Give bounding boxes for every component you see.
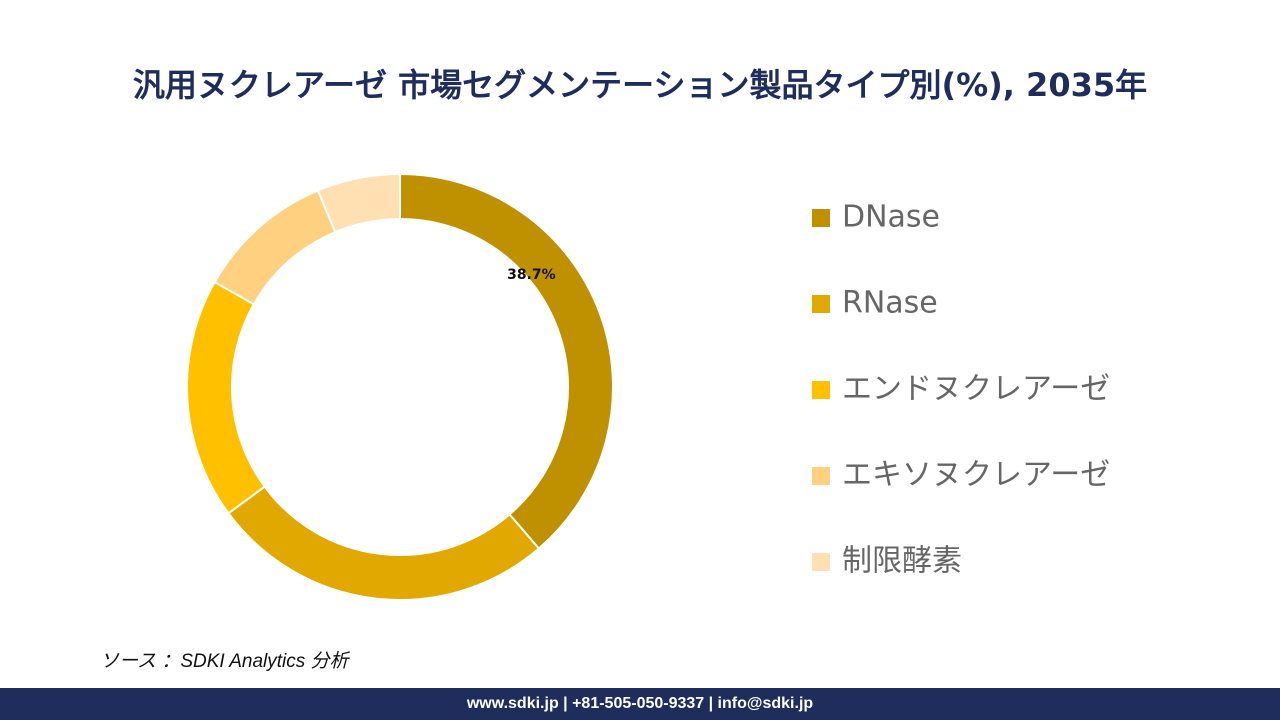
legend-label: 制限酵素 bbox=[842, 544, 962, 579]
legend-label: エキソヌクレアーゼ bbox=[842, 458, 1110, 493]
footer: www.sdki.jp | +81-505-050-9337 | info@sd… bbox=[0, 688, 1280, 720]
legend-swatch bbox=[812, 467, 830, 485]
donut-segment bbox=[227, 485, 541, 601]
data-label: 38.7% bbox=[507, 267, 556, 283]
legend-swatch bbox=[812, 295, 830, 313]
legend-swatch bbox=[812, 553, 830, 571]
legend-label: エンドヌクレアーゼ bbox=[842, 372, 1110, 407]
donut-segment bbox=[213, 189, 337, 306]
legend-label: DNase bbox=[842, 200, 940, 235]
donut-segment bbox=[316, 172, 401, 234]
source: ソース ：SDKI Analytics 分析 bbox=[100, 651, 349, 672]
legend-label: RNase bbox=[842, 286, 938, 321]
legend-swatch bbox=[812, 209, 830, 227]
chart-title: 汎用ヌクレアーゼ 市場セグメンテーション製品タイプ別(%), 2035年 bbox=[132, 66, 1148, 104]
legend-swatch bbox=[812, 381, 830, 399]
donut-segment bbox=[399, 172, 614, 550]
donut-segment bbox=[186, 280, 267, 515]
